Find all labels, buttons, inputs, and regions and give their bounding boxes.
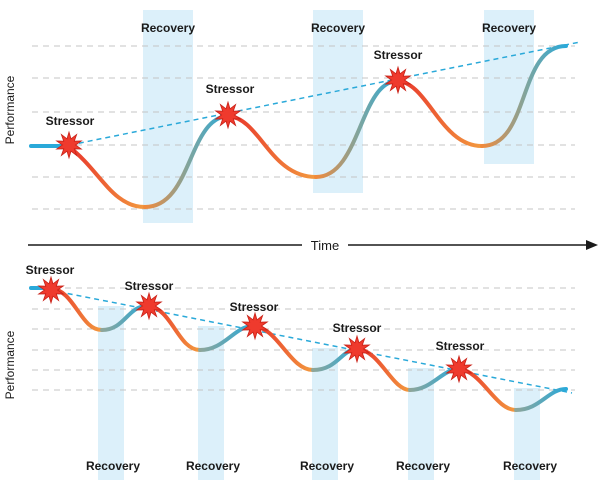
bottom-stressor-star-3 (241, 311, 269, 341)
top-stressor-stars (55, 65, 412, 160)
bottom-recovery-band-1 (98, 306, 124, 480)
bottom-recovery-label-1: Recovery (86, 459, 140, 473)
top-stressor-label-2: Stressor (206, 82, 255, 96)
bottom-stressor-star-5 (445, 354, 473, 384)
bottom-recovery-label-4: Recovery (396, 459, 450, 473)
top-recovery-band-2 (313, 10, 363, 193)
bottom-stressor-label-2: Stressor (125, 279, 174, 293)
top-stressor-star-3 (384, 65, 412, 95)
top-recovery-label-3: Recovery (482, 21, 536, 35)
bottom-stressor-label-1: Stressor (26, 263, 75, 277)
top-panel: Recovery Recovery Recovery Stressor Stre… (3, 10, 581, 223)
top-stressor-star-1 (55, 130, 83, 160)
top-stressor-label-3: Stressor (374, 48, 423, 62)
top-performance-axis-label: Performance (3, 75, 17, 144)
bottom-panel: Stressor Stressor Stressor Stressor Stre… (3, 263, 575, 480)
time-axis-arrow-icon (586, 240, 598, 250)
bottom-trend-line (49, 289, 573, 394)
top-stressor-star-2 (214, 100, 242, 130)
top-recovery-label-1: Recovery (141, 21, 195, 35)
bottom-recovery-label-3: Recovery (300, 459, 354, 473)
bottom-gridlines (32, 287, 575, 391)
top-stressor-label-1: Stressor (46, 114, 95, 128)
time-axis-label: Time (311, 238, 339, 253)
bottom-stressor-label-4: Stressor (333, 321, 382, 335)
top-recovery-band-1 (143, 10, 193, 223)
bottom-performance-axis-label: Performance (3, 330, 17, 399)
top-recovery-label-2: Recovery (311, 21, 365, 35)
time-axis: Time (28, 238, 598, 253)
bottom-stressor-label-5: Stressor (436, 339, 485, 353)
bottom-stressor-star-4 (343, 334, 371, 364)
bottom-stressor-stars (37, 275, 473, 384)
bottom-stressor-label-3: Stressor (230, 300, 279, 314)
top-trend-line (69, 41, 581, 146)
bottom-stressor-star-1 (37, 275, 65, 305)
bottom-recovery-label-2: Recovery (186, 459, 240, 473)
bottom-stressor-star-2 (135, 291, 163, 321)
bottom-recovery-label-5: Recovery (503, 459, 557, 473)
